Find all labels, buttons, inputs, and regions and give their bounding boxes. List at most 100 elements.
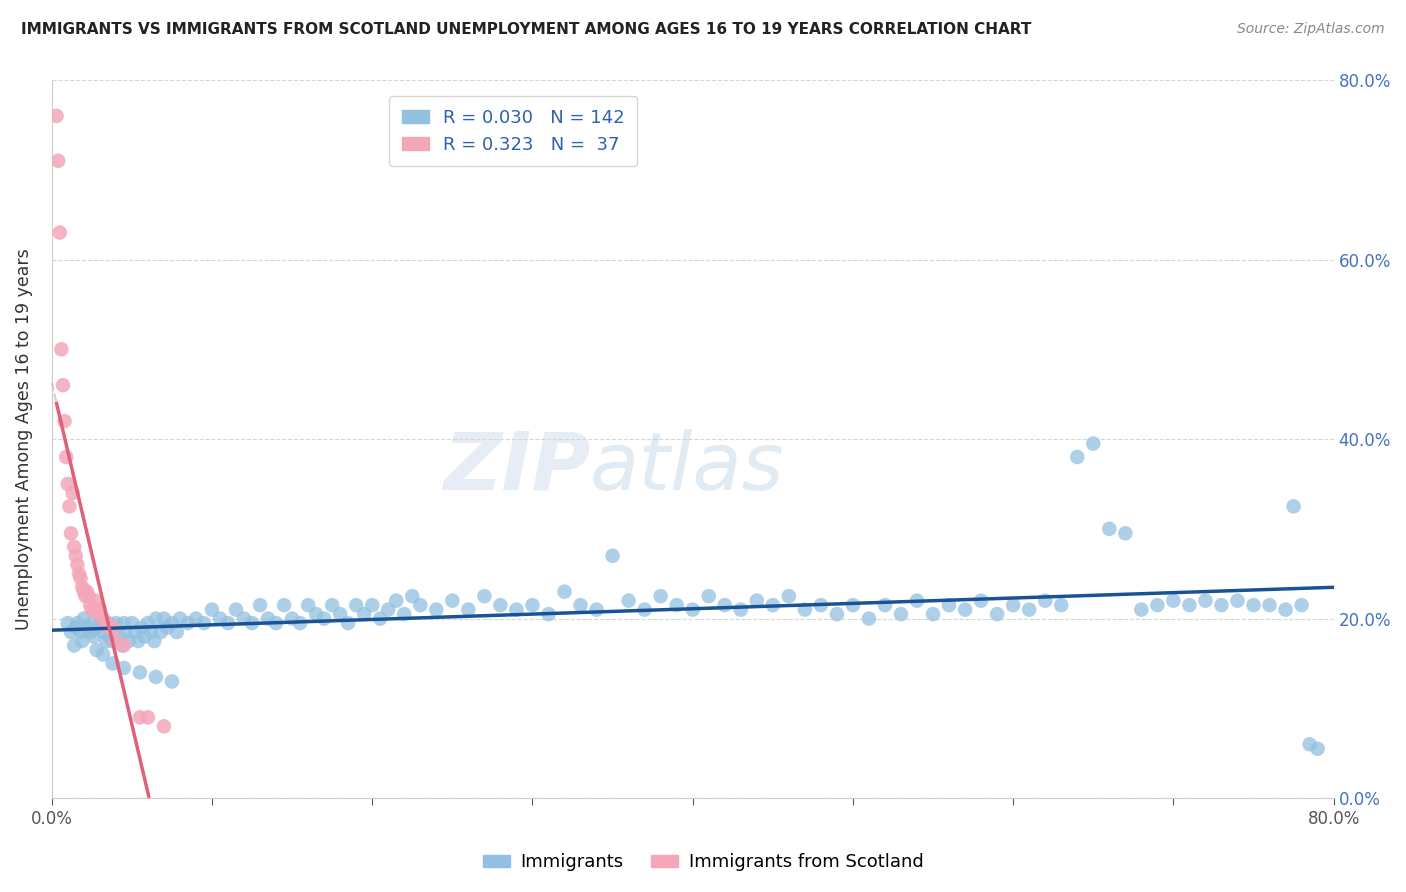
- Point: [1258, 598, 1281, 612]
- Point: [58, 500, 80, 514]
- Point: [118, 634, 141, 648]
- Point: [730, 602, 752, 616]
- Point: [297, 598, 319, 612]
- Point: [63, 639, 86, 653]
- Point: [124, 625, 146, 640]
- Point: [79, 625, 101, 640]
- Point: [134, 630, 156, 644]
- Point: [713, 598, 735, 612]
- Point: [288, 616, 311, 631]
- Point: [537, 607, 560, 621]
- Point: [80, 602, 103, 616]
- Point: [441, 593, 464, 607]
- Point: [585, 602, 607, 616]
- Point: [82, 602, 104, 616]
- Text: atlas: atlas: [591, 429, 785, 507]
- Y-axis label: Unemployment Among Ages 16 to 19 years: Unemployment Among Ages 16 to 19 years: [15, 248, 32, 630]
- Point: [257, 611, 280, 625]
- Point: [793, 602, 815, 616]
- Point: [128, 710, 150, 724]
- Point: [522, 598, 544, 612]
- Point: [617, 593, 640, 607]
- Point: [101, 634, 124, 648]
- Point: [1211, 598, 1233, 612]
- Point: [377, 602, 399, 616]
- Point: [474, 589, 496, 603]
- Point: [305, 607, 328, 621]
- Point: [1274, 602, 1296, 616]
- Point: [1033, 593, 1056, 607]
- Point: [553, 584, 575, 599]
- Point: [169, 611, 191, 625]
- Point: [314, 611, 336, 625]
- Point: [505, 602, 527, 616]
- Point: [46, 153, 69, 168]
- Point: [128, 665, 150, 680]
- Point: [75, 589, 97, 603]
- Point: [970, 593, 993, 607]
- Point: [264, 616, 287, 631]
- Point: [810, 598, 832, 612]
- Point: [1306, 741, 1329, 756]
- Point: [337, 616, 360, 631]
- Point: [63, 540, 86, 554]
- Point: [91, 611, 114, 625]
- Point: [79, 598, 101, 612]
- Point: [890, 607, 912, 621]
- Point: [602, 549, 624, 563]
- Point: [114, 625, 136, 640]
- Point: [1291, 598, 1313, 612]
- Point: [697, 589, 720, 603]
- Point: [986, 607, 1008, 621]
- Point: [108, 630, 131, 644]
- Point: [136, 616, 159, 631]
- Point: [53, 414, 76, 428]
- Point: [1066, 450, 1088, 464]
- Point: [249, 598, 271, 612]
- Point: [201, 602, 224, 616]
- Point: [457, 602, 479, 616]
- Point: [281, 611, 304, 625]
- Point: [104, 616, 127, 631]
- Point: [569, 598, 592, 612]
- Point: [825, 607, 848, 621]
- Point: [401, 589, 423, 603]
- Point: [208, 611, 231, 625]
- Point: [73, 611, 96, 625]
- Point: [394, 607, 416, 621]
- Point: [489, 598, 512, 612]
- Point: [1194, 593, 1216, 607]
- Point: [136, 710, 159, 724]
- Point: [70, 580, 93, 594]
- Point: [98, 630, 121, 644]
- Point: [1298, 737, 1320, 751]
- Legend: Immigrants, Immigrants from Scotland: Immigrants, Immigrants from Scotland: [475, 847, 931, 879]
- Point: [153, 611, 176, 625]
- Point: [1226, 593, 1249, 607]
- Point: [87, 607, 110, 621]
- Point: [650, 589, 672, 603]
- Point: [51, 343, 73, 357]
- Point: [361, 598, 384, 612]
- Point: [425, 602, 447, 616]
- Point: [69, 625, 91, 640]
- Point: [96, 616, 118, 631]
- Point: [858, 611, 880, 625]
- Point: [111, 639, 134, 653]
- Point: [84, 593, 107, 607]
- Point: [344, 598, 367, 612]
- Point: [76, 584, 98, 599]
- Point: [1178, 598, 1201, 612]
- Point: [1050, 598, 1073, 612]
- Point: [96, 634, 118, 648]
- Point: [82, 630, 104, 644]
- Point: [156, 621, 179, 635]
- Point: [101, 621, 124, 635]
- Point: [762, 598, 785, 612]
- Point: [70, 634, 93, 648]
- Point: [1002, 598, 1025, 612]
- Point: [217, 616, 239, 631]
- Point: [233, 611, 256, 625]
- Point: [1083, 436, 1105, 450]
- Legend: R = 0.030   N = 142, R = 0.323   N =  37: R = 0.030 N = 142, R = 0.323 N = 37: [389, 96, 637, 167]
